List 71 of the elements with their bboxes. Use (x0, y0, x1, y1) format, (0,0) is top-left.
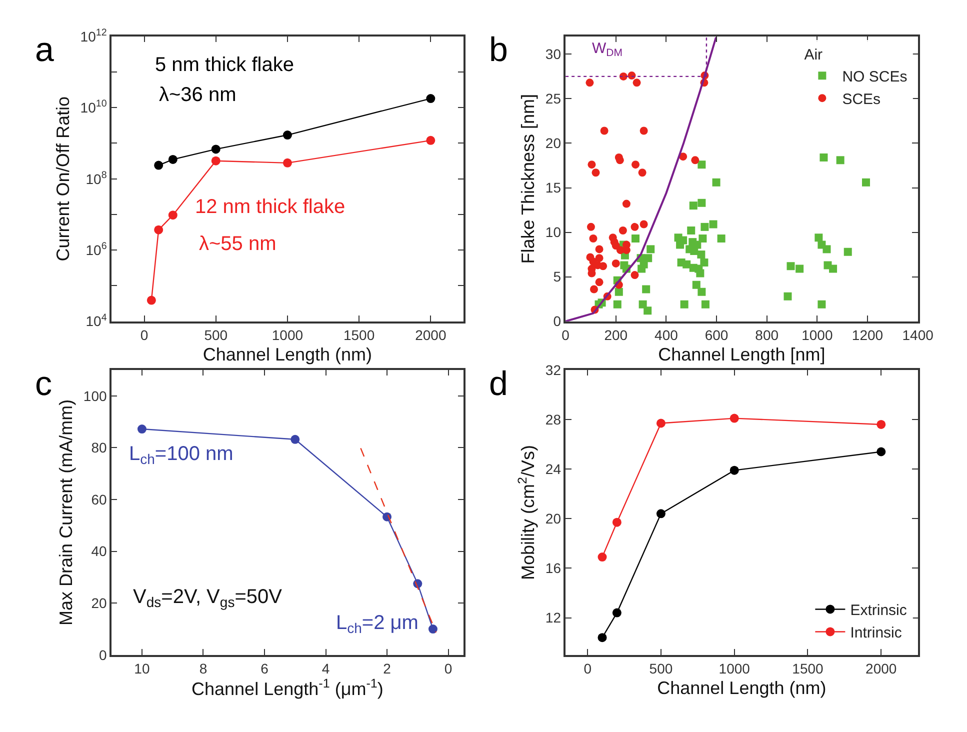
legend-title: Air (804, 46, 823, 64)
x-tick-label: 1500 (343, 326, 375, 343)
y-tick-label: 100 (83, 388, 107, 404)
x-tick-label: 1000 (718, 660, 750, 676)
y-tick-label: 20 (91, 595, 107, 612)
y-tick-label: 24 (545, 460, 562, 477)
text: d (489, 365, 508, 403)
x-tick-label: 600 (704, 326, 728, 343)
y-tick-label: 28 (545, 411, 562, 428)
x-tick-label: 800 (755, 326, 779, 343)
x-tick-label: 0 (444, 660, 452, 676)
annotation: 5 nm thick flake (155, 54, 294, 76)
y-tick-label: 15 (545, 180, 562, 196)
y-tick-label: 20 (545, 510, 562, 527)
y-tick-label: 10$^{6}$ (86, 241, 108, 258)
y-tick-label: 40 (91, 543, 107, 560)
x-axis-title: Channel Length$^{-1}$ (μm$^{-1}$) (192, 676, 384, 700)
annotation: 12 nm thick flake (195, 196, 346, 218)
x-tick-label: 6 (260, 660, 269, 676)
x-tick-label: 500 (204, 326, 228, 343)
legend-label: NO SCEs (842, 68, 908, 86)
x-tick-label: 10 (134, 660, 150, 676)
legend-label: Extrinsic (850, 602, 908, 620)
y-tick-label: 10$^{4}$ (86, 312, 108, 330)
y-tick-label: 10 (545, 224, 562, 240)
annotation: λ~36 nm (159, 84, 236, 106)
y-tick-label: 20 (545, 135, 562, 152)
text: b (489, 31, 508, 69)
y-tick-label: 25 (545, 90, 562, 107)
annotation: V$_{ds}$=2V, V$_{gs}$=50V (133, 586, 283, 610)
annotation: W$_{DM}$ (592, 40, 623, 60)
x-tick-label: 1000 (272, 326, 304, 343)
x-tick-label: 1200 (852, 326, 884, 343)
x-tick-label: 400 (654, 326, 678, 343)
y-tick-label: 0 (98, 646, 107, 663)
x-tick-label: 4 (322, 660, 330, 676)
legend-label: Intrinsic (850, 624, 902, 642)
y-tick-label: 80 (91, 440, 107, 456)
x-tick-label: 0 (584, 660, 592, 676)
y-tick-label: 60 (91, 491, 107, 508)
y-tick-label: 10$^{12}$ (80, 27, 107, 44)
x-tick-label: 2000 (866, 660, 897, 676)
y-tick-label: 16 (545, 560, 562, 576)
x-tick-label: 1400 (902, 326, 934, 343)
y-tick-label: 32 (545, 362, 562, 378)
x-axis-title: Channel Length (nm) (202, 344, 372, 364)
y-axis-title: Current On/Off Ratio (53, 96, 73, 262)
y-tick-label: 5 (553, 268, 562, 285)
annotation: λ~55 nm (199, 233, 276, 255)
x-tick-label: 1500 (792, 660, 824, 676)
x-axis-title: Channel Length [nm] (658, 344, 826, 364)
legend-label: SCEs (842, 90, 881, 108)
y-tick-label: 30 (545, 46, 562, 62)
x-tick-label: 1000 (802, 326, 833, 343)
x-axis-title: Channel Length (nm) (657, 678, 826, 698)
x-tick-label: 0 (140, 326, 148, 343)
x-tick-label: 8 (199, 660, 208, 676)
annotation: L$_{ch}$=2 μm (336, 612, 418, 636)
y-tick-label: 10$^{10}$ (80, 98, 108, 116)
text: a (35, 31, 54, 69)
x-tick-label: 500 (649, 660, 673, 676)
y-tick-label: 10$^{8}$ (86, 170, 108, 187)
x-tick-label: 2 (383, 660, 392, 676)
x-tick-label: 200 (604, 326, 628, 343)
x-tick-label: 2000 (415, 326, 446, 343)
y-axis-title: Flake Thickness [nm] (518, 94, 538, 264)
y-tick-label: 12 (545, 610, 562, 626)
y-axis-title: Max Drain Current (mA/mm) (56, 399, 76, 626)
annotation: L$_{ch}$=100 nm (129, 443, 234, 468)
text: c (35, 365, 52, 403)
y-tick-label: 0 (553, 313, 562, 330)
